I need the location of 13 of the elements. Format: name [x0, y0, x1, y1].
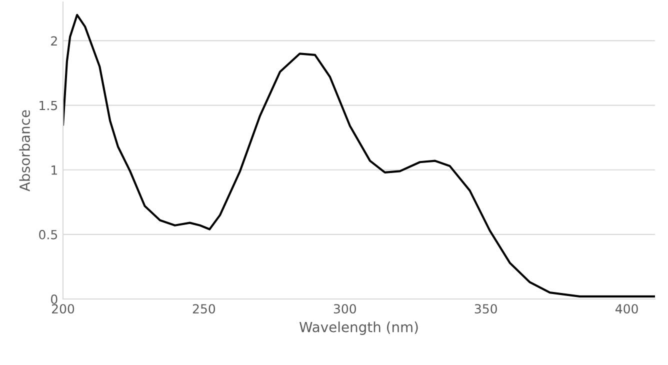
y-tick-label: 1 — [52, 166, 57, 175]
y-tick-label: 0 — [51, 294, 58, 304]
y-tick-label: 0.5 — [39, 230, 58, 240]
y-tick-label: 2 — [51, 36, 57, 46]
y-axis-title: Absorbance — [19, 110, 30, 192]
x-tick-label: 400 — [615, 304, 638, 314]
x-tick-label: 350 — [474, 304, 497, 314]
x-tick-label: 250 — [192, 304, 216, 314]
y-tick-label: 1.5 — [40, 100, 58, 110]
x-tick-label: 200 — [52, 304, 74, 314]
line-series — [63, 14, 655, 298]
x-axis-title: Wavelength (nm) — [299, 322, 418, 335]
x-tick-label: 300 — [334, 304, 356, 314]
